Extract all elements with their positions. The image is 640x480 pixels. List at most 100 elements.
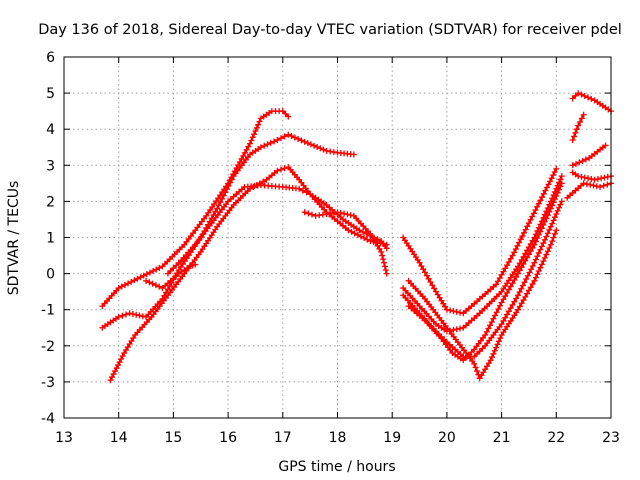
data-point — [557, 201, 564, 208]
data-point — [522, 293, 529, 300]
data-point — [554, 182, 561, 189]
data-point — [543, 233, 550, 240]
data-point — [515, 292, 522, 299]
data-point — [420, 266, 427, 273]
data-point — [457, 309, 464, 316]
data-point — [115, 285, 122, 292]
data-point — [543, 184, 550, 191]
data-point — [514, 242, 521, 249]
data-point — [113, 365, 120, 372]
data-point — [487, 357, 494, 364]
data-point — [189, 262, 196, 269]
data-point — [601, 174, 608, 181]
data-point — [541, 218, 548, 225]
data-point — [525, 244, 532, 251]
data-point — [509, 252, 516, 259]
data-point — [520, 260, 527, 267]
data-point — [296, 185, 303, 192]
data-point — [553, 165, 560, 172]
data-point — [134, 275, 141, 282]
data-point — [547, 198, 554, 205]
data-point — [593, 183, 600, 190]
data-point — [214, 205, 221, 212]
data-point — [281, 165, 288, 172]
data-point — [588, 176, 595, 183]
data-point — [255, 121, 262, 128]
data-point — [519, 282, 526, 289]
data-point — [571, 133, 578, 140]
data-point — [602, 142, 609, 149]
data-point — [532, 207, 539, 214]
data-point — [578, 115, 585, 122]
data-point — [374, 242, 381, 249]
data-point — [556, 186, 563, 193]
data-point — [468, 349, 475, 356]
data-point — [429, 282, 436, 289]
data-point — [485, 360, 492, 367]
data-point — [192, 261, 199, 268]
data-point — [471, 360, 478, 367]
data-point — [496, 302, 503, 309]
data-point — [504, 311, 511, 318]
data-point — [529, 244, 536, 251]
y-tick-label: 0 — [46, 267, 55, 283]
data-point — [274, 167, 281, 174]
data-point — [594, 176, 601, 183]
data-point — [382, 266, 389, 273]
data-point — [245, 143, 252, 150]
data-point — [498, 321, 505, 328]
chart-title: Day 136 of 2018, Sidereal Day-to-day VTE… — [38, 22, 622, 38]
data-point — [505, 286, 512, 293]
data-point — [271, 138, 278, 145]
data-point — [549, 202, 556, 209]
data-point — [511, 298, 518, 305]
data-point — [591, 176, 598, 183]
data-point — [550, 199, 557, 206]
data-point — [507, 305, 514, 312]
data-point — [479, 345, 486, 352]
data-point — [540, 258, 547, 265]
series-track-1 — [99, 108, 614, 317]
data-point — [538, 261, 545, 268]
data-point — [549, 195, 556, 202]
data-point — [383, 245, 390, 252]
data-point — [494, 278, 501, 285]
data-point — [507, 283, 514, 290]
data-point — [543, 251, 550, 258]
data-point — [524, 290, 531, 297]
data-point — [337, 209, 344, 216]
y-tick-label: 1 — [46, 231, 55, 247]
x-tick-label: 14 — [110, 430, 128, 446]
y-tick-label: 2 — [46, 194, 55, 210]
data-point — [531, 277, 538, 284]
data-point — [119, 353, 126, 360]
data-point — [490, 315, 497, 322]
data-point — [518, 285, 525, 292]
data-point — [150, 268, 157, 275]
data-point — [530, 210, 537, 217]
data-point — [129, 311, 136, 318]
data-point — [575, 173, 582, 180]
data-point — [152, 282, 159, 289]
data-point — [520, 253, 527, 260]
data-point — [518, 256, 525, 263]
data-point — [347, 212, 354, 219]
data-point — [550, 192, 557, 199]
data-point — [261, 142, 268, 149]
data-point — [146, 269, 153, 276]
data-point — [531, 259, 538, 266]
data-point — [544, 248, 551, 255]
data-point — [509, 280, 516, 287]
data-point — [577, 118, 584, 125]
data-point — [511, 249, 518, 256]
data-point — [422, 269, 429, 276]
data-point — [249, 134, 256, 141]
data-point — [308, 211, 315, 218]
data-point — [500, 296, 507, 303]
data-point — [351, 230, 358, 237]
data-point — [572, 92, 579, 99]
data-point — [418, 262, 425, 269]
data-point — [219, 195, 226, 202]
data-point — [535, 231, 542, 238]
data-point — [285, 131, 292, 138]
